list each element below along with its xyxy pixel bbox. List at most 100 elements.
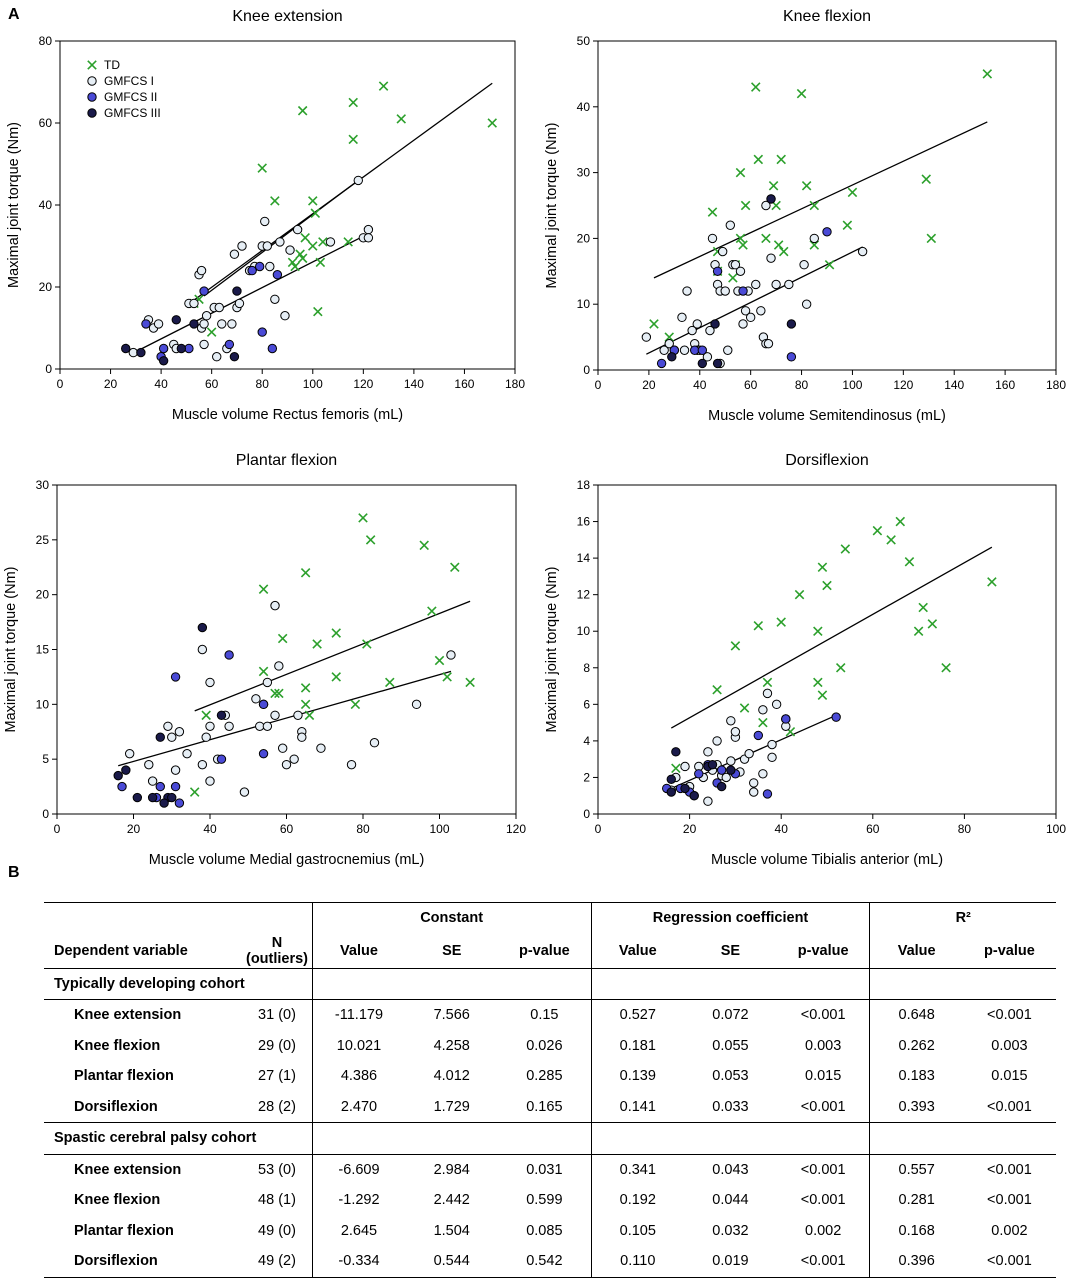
cell-c-se: 0.544 [405,1246,499,1278]
x-tick-label: 100 [303,377,323,391]
header-r-value: Value [590,933,684,968]
legend-marker-gmfcs-i [87,76,97,86]
x-tick-label: 140 [404,377,424,391]
point-gmfcs-i [265,261,275,272]
cell-r2-p: <0.001 [962,1153,1056,1185]
cell-r-se: 0.043 [684,1153,777,1185]
point-td [270,688,280,699]
legend-label: GMFCS II [104,90,157,104]
cell-r2-value: 0.281 [869,1185,963,1216]
point-gmfcs-i [767,739,777,750]
point-gmfcs-ii [247,265,257,276]
point-td [343,237,353,247]
cell-c-p: 0.542 [498,1246,592,1278]
y-tick-label: 14 [577,551,591,565]
x-tick-label: 80 [795,378,809,392]
point-gmfcs-iii [159,798,169,808]
cell-r2-p: <0.001 [962,1246,1056,1278]
point-td [258,584,269,594]
point-td [778,246,789,257]
header-r2: R² [869,902,1056,934]
point-gmfcs-i [217,319,227,329]
point-gmfcs-i [346,759,357,770]
header-r2-pvalue: p-value [984,942,1035,959]
point-td [274,688,284,699]
point-gmfcs-iii [232,286,242,296]
point-gmfcs-i [292,224,303,235]
cell-r-se: 0.072 [684,999,777,1031]
point-gmfcs-i [363,224,374,235]
cell-c-p: 0.026 [526,1037,563,1054]
point-gmfcs-i [325,237,336,247]
regression-line [130,233,369,355]
y-tick-label: 10 [577,624,591,638]
point-gmfcs-i [758,769,768,779]
cell-n: 28 (2) [258,1098,296,1115]
point-gmfcs-i [446,650,456,660]
cell-r-se: 0.055 [712,1037,749,1054]
chart-2: Knee flexion 0 20 40 60 80 100 120 140 160 180 0 10 2… [544,8,1066,424]
cell-r-se: 0.053 [712,1068,749,1085]
y-tick-label: 0 [42,807,49,821]
point-gmfcs-iii [712,358,723,369]
regression-line [194,600,471,712]
point-gmfcs-i [153,319,164,329]
x-tick-label: 100 [429,822,449,836]
point-td [450,562,460,573]
point-gmfcs-ii [656,358,667,369]
x-tick-label: 0 [595,822,602,836]
point-gmfcs-i [809,233,819,244]
point-gmfcs-i [664,338,674,349]
cell-r2-value: 0.557 [869,1153,963,1185]
regression-table: Constant Regression coefficient R² Depen… [44,902,1056,1278]
cell-r-value: 0.139 [590,1061,684,1092]
point-td [649,319,659,329]
y-tick-label: 60 [39,116,53,130]
point-td [396,114,407,124]
cohort-label: Spastic cerebral palsy cohort [44,1122,313,1154]
plot-frame [597,40,1057,371]
point-td [941,663,951,673]
point-td [738,240,748,250]
x-tick-label: 0 [57,377,64,391]
point-gmfcs-i [205,776,215,786]
cell-c-se: 2.442 [433,1192,470,1209]
point-gmfcs-i [641,332,652,342]
chart-title: Dorsiflexion [785,452,869,469]
x-tick-label: 80 [958,822,972,836]
cell-n: 53 (0) [242,1153,313,1185]
point-td [817,690,828,700]
cell-c-se: 1.504 [433,1222,470,1239]
point-td [487,118,498,128]
point-gmfcs-iii [155,732,165,742]
point-td [318,237,328,247]
row-dependent-variable: Knee flexion [74,1192,161,1209]
cell-c-value: 10.021 [311,1030,406,1061]
table-row: Knee flexion 29 (0) 10.021 4.258 0.026 0.181 0… [44,1030,1056,1061]
point-td [753,154,764,165]
y-axis-label: Maximal joint torque (Nm) [544,567,560,733]
point-gmfcs-ii [170,781,181,792]
point-gmfcs-iii [666,774,676,784]
point-td [758,717,768,728]
point-gmfcs-iii [710,319,720,329]
y-tick-label: 16 [577,515,591,529]
cell-c-p: 0.165 [526,1098,563,1115]
point-td [773,240,784,250]
point-gmfcs-i [717,246,728,257]
legend-marker-gmfcs-iii [87,108,97,118]
point-gmfcs-iii [176,343,187,354]
point-td [927,619,938,629]
point-gmfcs-ii [697,345,708,355]
point-gmfcs-i [297,732,307,742]
point-gmfcs-ii [254,261,265,272]
point-td [796,88,807,99]
point-td [348,134,358,145]
x-tick-label: 60 [205,377,219,391]
point-td [365,535,376,545]
y-tick-label: 40 [577,100,591,114]
table-row: Knee extension 53 (0) -6.609 2.984 0.031 0.34… [44,1153,1056,1185]
point-gmfcs-i [275,237,285,247]
point-gmfcs-i [726,716,736,726]
